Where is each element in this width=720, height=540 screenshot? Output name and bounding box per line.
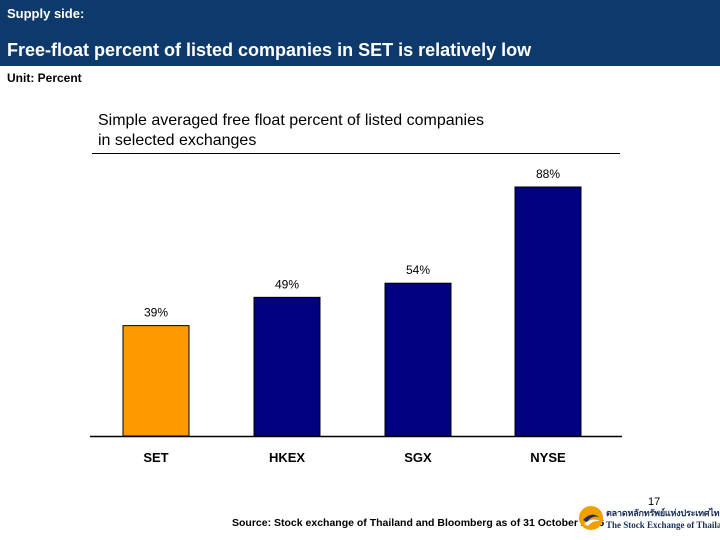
bar-sgx xyxy=(384,282,452,437)
category-label-hkex: HKEX xyxy=(269,450,305,465)
data-label-sgx: 54% xyxy=(406,263,430,277)
section-kicker: Supply side: xyxy=(7,6,85,21)
category-label-nyse: NYSE xyxy=(530,450,566,465)
category-label-sgx: SGX xyxy=(404,450,432,465)
set-logo-mark-icon xyxy=(579,506,603,530)
source-note: Source: Stock exchange of Thailand and B… xyxy=(232,517,605,529)
data-label-set: 39% xyxy=(144,306,168,320)
header-banner: Supply side: Free-float percent of liste… xyxy=(0,0,720,66)
unit-label: Unit: Percent xyxy=(7,71,82,85)
chart-title-rule xyxy=(92,153,620,154)
slide-title: Free-float percent of listed companies i… xyxy=(7,40,532,60)
bar-set xyxy=(122,325,190,437)
data-label-nyse: 88% xyxy=(536,167,560,181)
chart-title: Simple averaged free float percent of li… xyxy=(98,112,484,149)
logo-thai-text: ตลาดหลักทรัพย์แห่งประเทศไทย xyxy=(606,508,720,518)
bar-hkex xyxy=(253,296,321,437)
logo-english-text: The Stock Exchange of Thailand xyxy=(606,520,720,530)
set-logo: ตลาดหลักทรัพย์แห่งประเทศไทย The Stock Ex… xyxy=(578,505,720,535)
data-label-hkex: 49% xyxy=(275,277,299,291)
bar-nyse xyxy=(514,186,582,437)
page-number: 17 xyxy=(648,496,661,508)
category-label-set: SET xyxy=(143,450,168,465)
